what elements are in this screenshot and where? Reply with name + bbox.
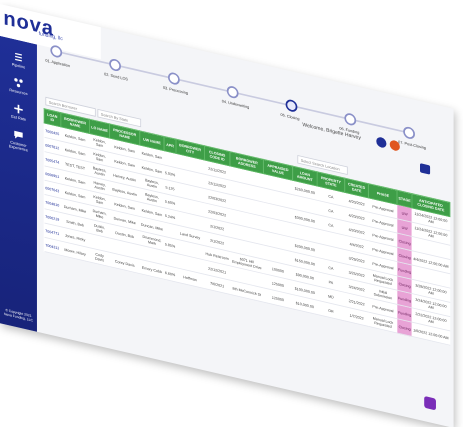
copyright: © Copyright 2021 Nova Funding, LLC bbox=[4, 307, 33, 323]
menu: Pipeline Resources Get Rate Customer Experi… bbox=[0, 43, 37, 160]
table-cell: 7004311 bbox=[44, 237, 61, 256]
step-label: 01. Application bbox=[45, 58, 70, 69]
step-circle bbox=[403, 125, 415, 141]
menu-item[interactable]: Customer Experience bbox=[2, 126, 36, 154]
step-circle bbox=[168, 71, 180, 86]
menu-item[interactable]: Get Rate bbox=[2, 100, 36, 124]
step-circle bbox=[109, 57, 121, 73]
calendar-button[interactable] bbox=[420, 163, 431, 175]
menu-icon bbox=[14, 130, 23, 139]
step-circle bbox=[285, 98, 298, 113]
step-label: 07. Post-Closing bbox=[398, 139, 426, 151]
menu-item[interactable]: Pipeline bbox=[2, 48, 36, 72]
chat-button[interactable] bbox=[424, 395, 436, 411]
menu-icon bbox=[15, 52, 22, 62]
table-cell: Closing bbox=[397, 318, 412, 337]
step-label: 05. Closing bbox=[280, 112, 300, 122]
step-circle bbox=[50, 44, 63, 59]
step-circle bbox=[226, 84, 239, 100]
menu-item[interactable]: Resources bbox=[2, 74, 36, 98]
step-label: 04. Underwriting bbox=[221, 98, 250, 110]
sidebar: Pipeline Resources Get Rate Customer Experi… bbox=[0, 35, 37, 332]
app-window: Pipeline Resources Get Rate Customer Experi… bbox=[0, 4, 454, 427]
step-label: 03. Processing bbox=[162, 85, 188, 96]
table-cell: 6.60% bbox=[164, 264, 176, 282]
menu-icon bbox=[14, 78, 23, 88]
step-label: 02. Send LOS bbox=[104, 71, 128, 82]
menu-icon bbox=[14, 104, 23, 114]
step-circle bbox=[344, 112, 357, 127]
